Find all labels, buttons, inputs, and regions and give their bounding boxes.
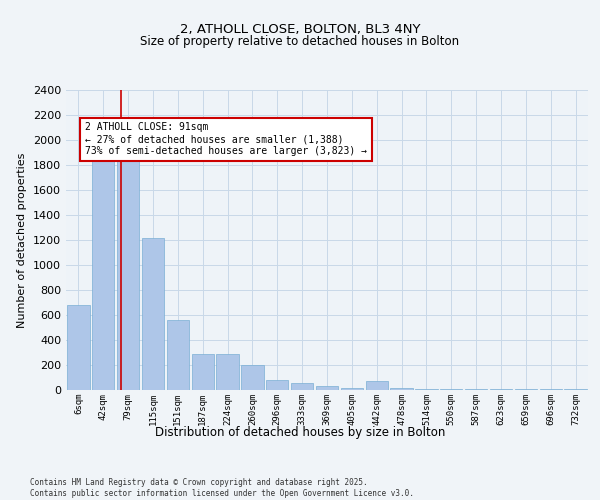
- Bar: [167, 320, 189, 390]
- Bar: [365, 380, 388, 390]
- Bar: [316, 386, 338, 390]
- Text: 2, ATHOLL CLOSE, BOLTON, BL3 4NY: 2, ATHOLL CLOSE, BOLTON, BL3 4NY: [180, 22, 420, 36]
- Text: Distribution of detached houses by size in Bolton: Distribution of detached houses by size …: [155, 426, 445, 439]
- Text: 2 ATHOLL CLOSE: 91sqm
← 27% of detached houses are smaller (1,388)
73% of semi-d: 2 ATHOLL CLOSE: 91sqm ← 27% of detached …: [85, 122, 367, 156]
- Bar: [415, 389, 437, 390]
- Text: Size of property relative to detached houses in Bolton: Size of property relative to detached ho…: [140, 35, 460, 48]
- Bar: [341, 388, 363, 390]
- Bar: [391, 388, 413, 390]
- Bar: [266, 380, 289, 390]
- Bar: [241, 365, 263, 390]
- Bar: [92, 146, 115, 390]
- Bar: [191, 354, 214, 390]
- Text: Contains HM Land Registry data © Crown copyright and database right 2025.
Contai: Contains HM Land Registry data © Crown c…: [30, 478, 414, 498]
- Bar: [291, 383, 313, 390]
- Y-axis label: Number of detached properties: Number of detached properties: [17, 152, 28, 328]
- Bar: [142, 238, 164, 390]
- Bar: [67, 305, 89, 390]
- Bar: [117, 134, 139, 390]
- Bar: [217, 354, 239, 390]
